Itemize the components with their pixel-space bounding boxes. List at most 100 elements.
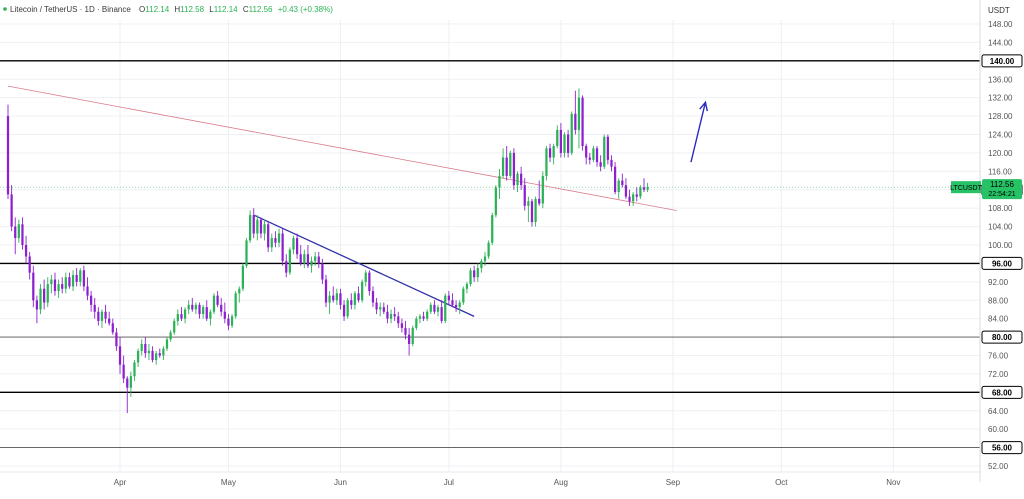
candle-body <box>632 194 635 202</box>
candle-body <box>191 304 194 310</box>
candle-body <box>415 318 418 328</box>
candle-body <box>270 238 273 248</box>
candle-body <box>642 187 646 190</box>
month-tick-label: May <box>221 478 236 487</box>
candle <box>6 104 10 199</box>
candle-body <box>212 295 216 312</box>
candle <box>252 208 255 239</box>
chart-header: Litecoin / TetherUS · 1D · Binance O112.… <box>3 5 333 14</box>
candle-body <box>476 268 479 278</box>
candle <box>473 265 476 282</box>
price-tick-label: 124.00 <box>988 131 1013 140</box>
long-term-trendline <box>7 85 677 211</box>
candle-body <box>252 215 255 234</box>
candle-body <box>82 270 86 287</box>
month-tick-label: Apr <box>114 478 127 487</box>
candle <box>270 233 273 252</box>
up-arrow-head-icon <box>699 100 709 112</box>
candle <box>314 251 317 266</box>
candle <box>415 316 418 331</box>
candle-body <box>487 242 490 257</box>
candle-body <box>306 254 310 266</box>
candle <box>397 311 400 328</box>
price-tick-label: 128.00 <box>988 112 1013 121</box>
price-tick-label: 88.00 <box>988 296 1009 305</box>
candle-body <box>335 293 338 301</box>
month-tick-label: Oct <box>775 478 788 487</box>
candle-body <box>364 272 367 282</box>
candle-body <box>24 245 28 257</box>
candle <box>389 309 393 324</box>
candle-body <box>498 175 501 188</box>
candle <box>335 288 338 305</box>
candle <box>552 143 555 165</box>
candle <box>32 265 35 308</box>
last-price-badge <box>982 179 1022 200</box>
candle-body <box>556 129 559 147</box>
candle <box>458 300 461 315</box>
up-arrow-icon <box>690 102 707 163</box>
candle-body <box>433 304 436 312</box>
candle-body <box>346 300 349 317</box>
high-label: H <box>174 5 180 14</box>
candle <box>574 90 577 135</box>
candle <box>86 277 89 301</box>
candle-body <box>10 194 13 227</box>
month-tick-label: Jul <box>444 478 454 487</box>
candle-body <box>43 288 46 303</box>
candle <box>426 309 429 321</box>
candle-body <box>628 196 631 202</box>
candle-body <box>111 323 114 333</box>
candle <box>155 350 158 365</box>
candle <box>173 318 176 335</box>
candle-body <box>559 129 563 153</box>
candle <box>295 233 299 259</box>
candle <box>100 309 104 328</box>
candle <box>216 291 219 308</box>
price-axis: USDT 148.00 144.00 140.00 136.00 132.00 128.0… <box>979 0 1013 482</box>
candle <box>303 249 306 269</box>
candle-body <box>180 314 183 319</box>
candle <box>256 215 259 241</box>
candle-body <box>277 233 281 243</box>
price-tick-label: 136.00 <box>988 75 1013 84</box>
candle-body <box>324 279 328 303</box>
candle-body <box>50 279 53 285</box>
candle <box>520 166 523 190</box>
candle-body <box>523 185 526 206</box>
candle-body <box>100 311 104 321</box>
level-badge <box>981 330 1023 344</box>
candle <box>570 111 573 156</box>
candle-body <box>491 215 494 243</box>
candle <box>541 171 544 209</box>
candle-body <box>501 157 505 176</box>
candle-body <box>411 327 414 344</box>
candle-body <box>447 295 450 301</box>
candle-body <box>274 238 277 243</box>
candle <box>35 295 39 324</box>
candle <box>404 320 407 340</box>
candle <box>194 302 198 315</box>
candle <box>516 171 519 193</box>
candle <box>46 277 49 308</box>
candle-body <box>35 300 39 310</box>
trendlines <box>7 85 709 317</box>
candle <box>621 173 624 188</box>
candle <box>274 231 277 248</box>
candle <box>39 284 42 315</box>
candle <box>505 146 508 181</box>
candle-body <box>545 148 548 176</box>
candle-body <box>97 311 100 321</box>
candle <box>566 129 570 158</box>
candle-body <box>639 187 642 197</box>
candle <box>140 339 143 356</box>
candle <box>646 182 649 193</box>
candle-body <box>288 249 291 273</box>
candle-body <box>534 198 537 222</box>
candle <box>393 307 396 321</box>
candle <box>563 132 566 158</box>
candle-body <box>444 295 447 321</box>
candle <box>299 245 302 266</box>
candle <box>585 143 588 165</box>
